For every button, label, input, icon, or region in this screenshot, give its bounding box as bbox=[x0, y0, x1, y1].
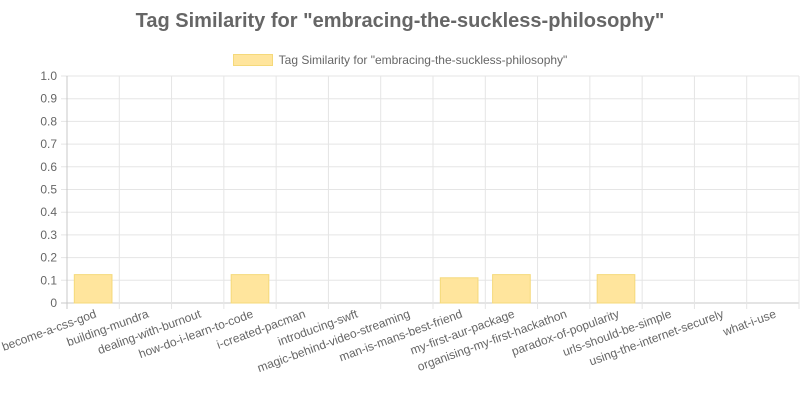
y-tick-labels: 0 0.1 0.2 0.3 0.4 0.5 0.6 0.7 0.8 0.9 1.0 bbox=[40, 69, 57, 310]
grid-layer bbox=[61, 75, 800, 309]
bar[interactable] bbox=[439, 277, 479, 304]
y-tick-label: 0.8 bbox=[40, 114, 57, 128]
y-tick-label: 0 bbox=[50, 296, 57, 310]
bar[interactable] bbox=[596, 274, 636, 304]
y-tick-label: 0.9 bbox=[40, 92, 57, 106]
y-tick-label: 0.3 bbox=[40, 228, 57, 242]
chart-title: Tag Similarity for "embracing-the-suckle… bbox=[135, 10, 665, 32]
y-tick-label: 0.2 bbox=[40, 251, 57, 265]
y-tick-label: 0.6 bbox=[40, 160, 57, 174]
bar[interactable] bbox=[73, 274, 113, 304]
x-tick-labels: become-a-css-godbuilding-mundradealing-w… bbox=[0, 306, 778, 375]
y-tick-label: 0.7 bbox=[40, 137, 57, 151]
x-tick-label: what-i-use bbox=[720, 307, 778, 340]
y-tick-label: 0.5 bbox=[40, 183, 57, 197]
legend-label: Tag Similarity for "embracing-the-suckle… bbox=[278, 53, 568, 67]
y-tick-label: 0.1 bbox=[40, 273, 57, 287]
bar[interactable] bbox=[230, 274, 270, 304]
y-tick-label: 1.0 bbox=[40, 69, 57, 83]
legend[interactable]: Tag Similarity for "embracing-the-suckle… bbox=[0, 53, 800, 67]
bars-layer bbox=[73, 274, 636, 304]
bar[interactable] bbox=[492, 274, 531, 304]
y-tick-label: 0.4 bbox=[40, 205, 57, 219]
legend-swatch bbox=[232, 54, 273, 66]
